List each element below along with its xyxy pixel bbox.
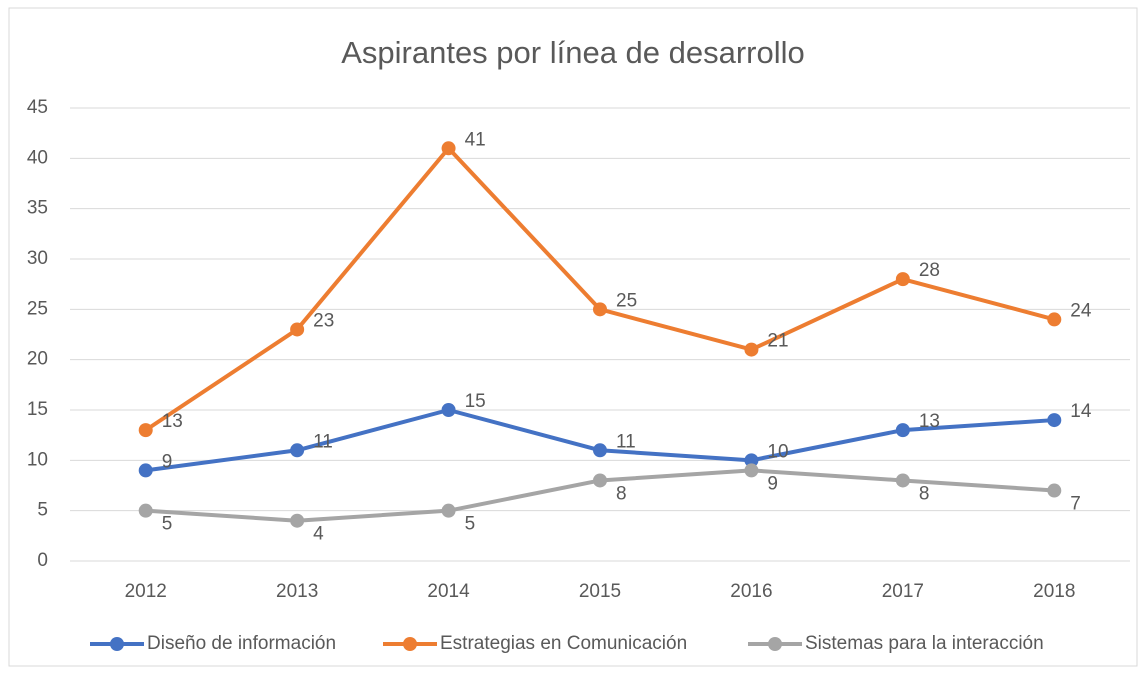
data-label: 11	[616, 431, 636, 452]
point	[290, 322, 305, 337]
data-label: 5	[465, 514, 476, 535]
legend-label: Diseño de información	[147, 633, 336, 654]
data-label: 9	[162, 451, 173, 472]
x-tick-label: 2015	[579, 581, 621, 602]
point	[895, 423, 910, 438]
x-tick-label: 2014	[427, 581, 470, 602]
point	[895, 473, 910, 488]
x-tick-label: 2012	[125, 581, 167, 602]
chart-title: Aspirantes por línea de desarrollo	[341, 35, 805, 70]
data-label: 7	[1070, 494, 1081, 515]
data-label: 8	[616, 483, 627, 504]
data-label: 5	[162, 514, 173, 535]
point	[1047, 312, 1062, 327]
data-label: 14	[1070, 401, 1092, 422]
y-tick-label: 15	[27, 399, 48, 420]
y-tick-label: 30	[27, 248, 48, 269]
point	[441, 403, 456, 417]
data-label: 41	[465, 129, 486, 150]
data-label: 28	[919, 260, 940, 281]
data-label: 10	[767, 441, 788, 462]
y-tick-label: 10	[27, 449, 48, 470]
point	[744, 342, 759, 357]
point	[744, 463, 759, 478]
data-label: 8	[919, 483, 930, 504]
chart-frame	[8, 7, 1138, 667]
point	[290, 443, 305, 458]
data-label: 13	[919, 411, 940, 432]
point	[1047, 483, 1062, 498]
x-tick-label: 2013	[276, 581, 318, 602]
point	[290, 513, 305, 528]
y-tick-label: 5	[37, 500, 48, 521]
point	[895, 272, 910, 287]
x-tick-label: 2016	[730, 581, 772, 602]
data-label: 4	[313, 524, 324, 545]
legend-label: Sistemas para la interacción	[805, 633, 1044, 654]
x-tick-label: 2017	[882, 581, 924, 602]
point	[593, 302, 607, 317]
point	[441, 141, 456, 156]
y-tick-label: 0	[37, 550, 48, 571]
point	[744, 453, 759, 468]
data-label: 23	[313, 310, 334, 331]
data-label: 21	[767, 331, 788, 352]
point	[138, 503, 153, 518]
y-tick-label: 25	[27, 298, 48, 319]
data-label: 25	[616, 290, 637, 311]
data-label: 15	[465, 391, 486, 412]
y-tick-label: 40	[27, 147, 48, 168]
legend-label: Estrategias en Comunicación	[440, 633, 687, 654]
point	[593, 443, 607, 458]
y-tick-label: 45	[27, 97, 48, 118]
y-tick-label: 20	[27, 349, 48, 370]
point	[441, 503, 456, 518]
point	[138, 463, 153, 478]
data-label: 24	[1070, 300, 1092, 321]
legend-marker	[110, 637, 124, 651]
data-label: 11	[313, 431, 333, 452]
point	[1047, 413, 1062, 428]
data-label: 13	[162, 411, 183, 432]
data-label: 9	[767, 473, 778, 494]
legend-marker	[403, 637, 417, 651]
point	[138, 423, 153, 438]
y-tick-label: 35	[27, 198, 48, 219]
point	[593, 473, 607, 488]
legend-marker	[768, 637, 782, 651]
x-tick-label: 2018	[1033, 581, 1075, 602]
